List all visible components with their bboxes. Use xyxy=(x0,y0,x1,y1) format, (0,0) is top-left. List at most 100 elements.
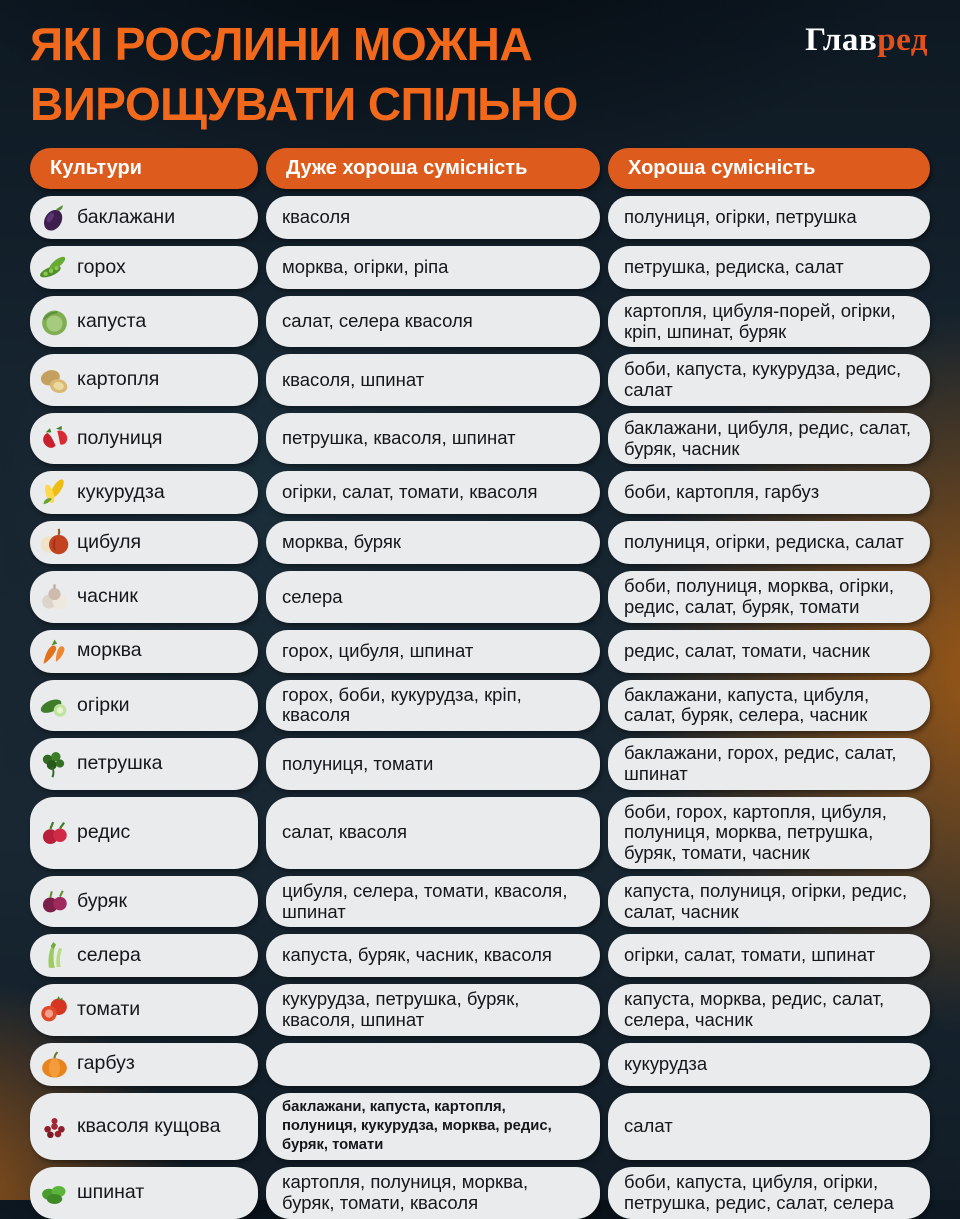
good-compatibility-text: петрушка, редиска, салат xyxy=(624,256,844,278)
good-compatibility-cell: салат xyxy=(608,1092,930,1161)
good-compatibility-cell: редис, салат, томати, часник xyxy=(608,629,930,673)
good-compatibility-text: редис, салат, томати, часник xyxy=(624,639,870,661)
crop-label: петрушка xyxy=(77,751,163,774)
crop-label: буряк xyxy=(77,889,127,912)
corn-icon xyxy=(37,476,71,510)
glavred-logo-part1: Глав xyxy=(805,22,878,58)
crop-cell: огірки xyxy=(30,679,258,732)
good-compatibility-cell: картопля, цибуля-порей, огірки, кріп, шп… xyxy=(608,296,930,348)
crop-label: часник xyxy=(77,585,138,608)
table-row: томати кукурудза, петрушка, буряк, квасо… xyxy=(30,984,930,1036)
crop-cell: квасоля кущова xyxy=(30,1092,258,1161)
good-compatibility-text: полуниця, огірки, петрушка xyxy=(624,206,857,228)
crop-label: томати xyxy=(77,998,141,1021)
crop-label: горох xyxy=(77,255,126,278)
crop-label: баклажани xyxy=(77,205,176,228)
very-good-compatibility-text: морква, буряк xyxy=(282,531,402,553)
good-compatibility-text: картопля, цибуля-порей, огірки, кріп, шп… xyxy=(624,300,896,342)
crop-label: огірки xyxy=(77,693,130,716)
celery-icon xyxy=(37,939,71,973)
good-compatibility-cell: боби, капуста, цибуля, огірки, петрушка,… xyxy=(608,1167,930,1219)
beet-icon xyxy=(37,885,71,919)
crop-label: квасоля кущова xyxy=(77,1114,221,1137)
crop-cell: морква xyxy=(30,629,258,673)
very-good-compatibility-cell: горох, боби, кукурудза, кріп, квасоля xyxy=(266,679,600,732)
crop-cell: баклажани xyxy=(30,196,258,239)
crop-cell: редис xyxy=(30,796,258,869)
crop-label: гарбуз xyxy=(77,1052,135,1075)
very-good-compatibility-cell: огірки, салат, томати, квасоля xyxy=(266,471,600,515)
crop-cell: горох xyxy=(30,246,258,289)
strawberry-icon xyxy=(37,422,71,456)
very-good-compatibility-cell: кукурудза, петрушка, буряк, квасоля, шпи… xyxy=(266,984,600,1036)
crop-cell: часник xyxy=(30,571,258,623)
companion-planting-table: Культури Дуже хороша сумісність Хороша с… xyxy=(30,148,930,1219)
good-compatibility-cell: кукурудза xyxy=(608,1042,930,1086)
good-compatibility-cell: огірки, салат, томати, шпинат xyxy=(608,934,930,978)
table-row: капуста салат, селера квасоля картопля, … xyxy=(30,296,930,348)
good-compatibility-text: боби, полуниця, морква, огірки, редис, с… xyxy=(624,575,895,618)
table-row: горох морква, огірки, ріпа петрушка, ред… xyxy=(30,246,930,289)
crop-cell: полуниця xyxy=(30,412,258,465)
very-good-compatibility-text: баклажани, капуста, картопля, полуниця, … xyxy=(282,1098,552,1154)
very-good-compatibility-cell: петрушка, квасоля, шпинат xyxy=(266,412,600,465)
very-good-compatibility-text: салат, квасоля xyxy=(282,821,408,843)
very-good-compatibility-cell: салат, квасоля xyxy=(266,796,600,869)
eggplant-icon xyxy=(37,201,71,235)
very-good-compatibility-cell: салат, селера квасоля xyxy=(266,296,600,348)
very-good-compatibility-text: квасоля, шпинат xyxy=(282,368,425,390)
column-header-very-good: Дуже хороша сумісність xyxy=(266,148,600,189)
good-compatibility-text: боби, картопля, гарбуз xyxy=(624,481,820,503)
very-good-compatibility-cell: морква, буряк xyxy=(266,521,600,565)
good-compatibility-text: боби, капуста, цибуля, огірки, петрушка,… xyxy=(624,1171,894,1214)
good-compatibility-text: кукурудза xyxy=(624,1052,708,1074)
very-good-compatibility-text: кукурудза, петрушка, буряк, квасоля, шпи… xyxy=(282,988,520,1030)
good-compatibility-cell: капуста, полуниця, огірки, редис, салат,… xyxy=(608,875,930,928)
very-good-compatibility-cell: квасоля, шпинат xyxy=(266,354,600,406)
very-good-compatibility-text: огірки, салат, томати, квасоля xyxy=(282,481,538,503)
glavred-logo: Главред xyxy=(805,22,928,59)
very-good-compatibility-cell: картопля, полуниця, морква, буряк, томат… xyxy=(266,1167,600,1219)
crop-label: полуниця xyxy=(77,426,163,449)
good-compatibility-text: огірки, салат, томати, шпинат xyxy=(624,944,876,966)
table-row: огірки горох, боби, кукурудза, кріп, ква… xyxy=(30,679,930,732)
pumpkin-icon xyxy=(37,1047,71,1081)
very-good-compatibility-cell xyxy=(266,1042,600,1086)
radish-icon xyxy=(37,816,71,850)
column-header-crops: Культури xyxy=(30,148,258,189)
table-header-row: Культури Дуже хороша сумісність Хороша с… xyxy=(30,148,930,189)
crop-label: морква xyxy=(77,639,142,662)
table-row: морква горох, цибуля, шпинат редис, сала… xyxy=(30,629,930,673)
table-row: петрушка полуниця, томати баклажани, гор… xyxy=(30,738,930,790)
very-good-compatibility-cell: квасоля xyxy=(266,196,600,239)
crop-cell: томати xyxy=(30,984,258,1036)
onion-icon xyxy=(37,526,71,560)
crop-label: картопля xyxy=(77,368,160,391)
tomato-icon xyxy=(37,993,71,1027)
crop-cell: кукурудза xyxy=(30,471,258,515)
crop-label: капуста xyxy=(77,309,147,332)
good-compatibility-text: баклажани, горох, редис, салат, шпинат xyxy=(624,742,897,784)
good-compatibility-cell: полуниця, огірки, петрушка xyxy=(608,196,930,239)
very-good-compatibility-text: морква, огірки, ріпа xyxy=(282,256,449,278)
page-title-line2: ВИРОЩУВАТИ СПІЛЬНО xyxy=(30,78,578,130)
very-good-compatibility-cell: селера xyxy=(266,571,600,623)
table-row: цибуля морква, буряк полуниця, огірки, р… xyxy=(30,521,930,565)
very-good-compatibility-text: горох, цибуля, шпинат xyxy=(282,639,474,661)
page-header: ЯКІ РОСЛИНИ МОЖНА ВИРОЩУВАТИ СПІЛЬНО Гла… xyxy=(30,14,930,134)
good-compatibility-cell: капуста, морква, редис, салат, селера, ч… xyxy=(608,984,930,1036)
very-good-compatibility-cell: морква, огірки, ріпа xyxy=(266,246,600,289)
good-compatibility-text: капуста, полуниця, огірки, редис, салат,… xyxy=(624,879,908,922)
crop-cell: картопля xyxy=(30,354,258,406)
good-compatibility-cell: полуниця, огірки, редиска, салат xyxy=(608,521,930,565)
crop-label: редис xyxy=(77,820,131,843)
cabbage-icon xyxy=(37,305,71,339)
good-compatibility-cell: боби, горох, картопля, цибуля, полуниця,… xyxy=(608,796,930,869)
table-row: баклажани квасоля полуниця, огірки, петр… xyxy=(30,196,930,239)
column-header-good: Хороша сумісність xyxy=(608,148,930,189)
good-compatibility-cell: петрушка, редиска, салат xyxy=(608,246,930,289)
crop-label: кукурудза xyxy=(77,480,165,503)
crop-cell: буряк xyxy=(30,875,258,928)
crop-cell: гарбуз xyxy=(30,1042,258,1086)
